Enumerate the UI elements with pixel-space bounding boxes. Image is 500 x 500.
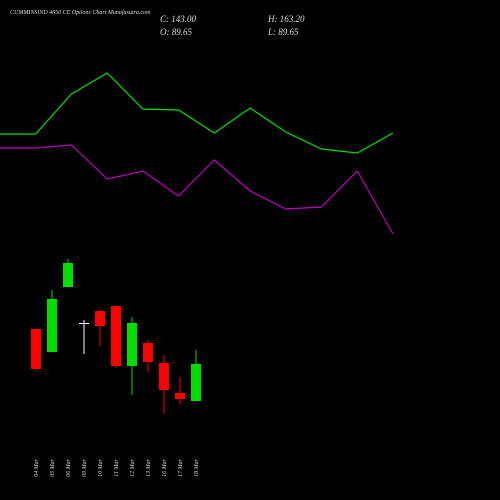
x-tick-label: 09 Mar: [82, 458, 88, 476]
x-tick-label: 17 Mar: [178, 458, 184, 476]
candle-body: [63, 262, 73, 288]
x-tick-label: 05 Mar: [50, 458, 56, 476]
x-tick-label: 06 Mar: [66, 458, 72, 476]
candle-body: [95, 311, 105, 326]
x-tick-label: 04 Mar: [33, 458, 40, 476]
candle-body: [127, 323, 137, 367]
indicator-line: [0, 72, 394, 154]
candle-body: [47, 299, 57, 352]
candle-body: [159, 363, 169, 391]
candle-body: [31, 328, 41, 369]
info-high: H: 163.20: [267, 14, 305, 24]
info-low: L: 89.65: [267, 27, 299, 37]
x-tick-label: 13 Mar: [146, 458, 152, 476]
x-tick-label: 10 Mar: [98, 458, 104, 476]
x-tick-label: 11 Mar: [114, 459, 120, 477]
info-open: O: 89.65: [160, 27, 192, 37]
candle-body: [191, 363, 201, 401]
x-tick-label: 18 Mar: [194, 458, 200, 476]
candle-body: [79, 323, 89, 325]
info-close: C: 143.00: [160, 14, 197, 24]
candle-body: [143, 342, 153, 362]
candle-body: [111, 306, 121, 367]
chart-title: CUMMINSIND 4650 CE Options Chart Munafas…: [10, 9, 151, 16]
candle-body: [175, 392, 185, 400]
x-tick-label: 16 Mar: [162, 458, 168, 476]
indicator-line: [0, 144, 394, 235]
x-tick-label: 12 Mar: [130, 458, 136, 476]
